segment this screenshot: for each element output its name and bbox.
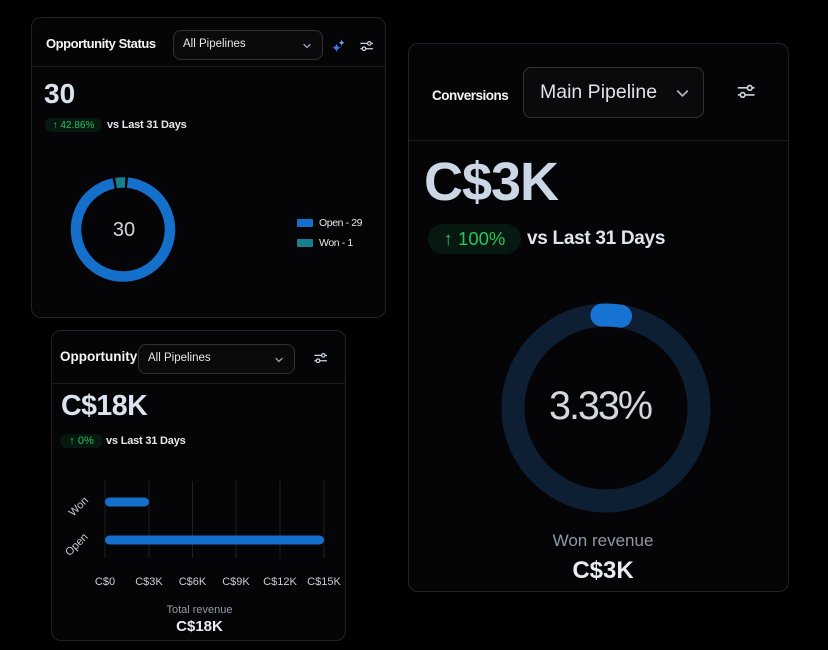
svg-text:C$6K: C$6K (179, 576, 207, 588)
svg-text:C$0: C$0 (95, 576, 115, 588)
svg-text:C$12K: C$12K (263, 576, 297, 588)
svg-text:Open: Open (63, 531, 91, 559)
svg-text:C$9K: C$9K (222, 576, 250, 588)
svg-text:Won: Won (67, 495, 91, 519)
svg-text:C$3K: C$3K (135, 576, 163, 588)
svg-text:C$15K: C$15K (307, 576, 341, 588)
